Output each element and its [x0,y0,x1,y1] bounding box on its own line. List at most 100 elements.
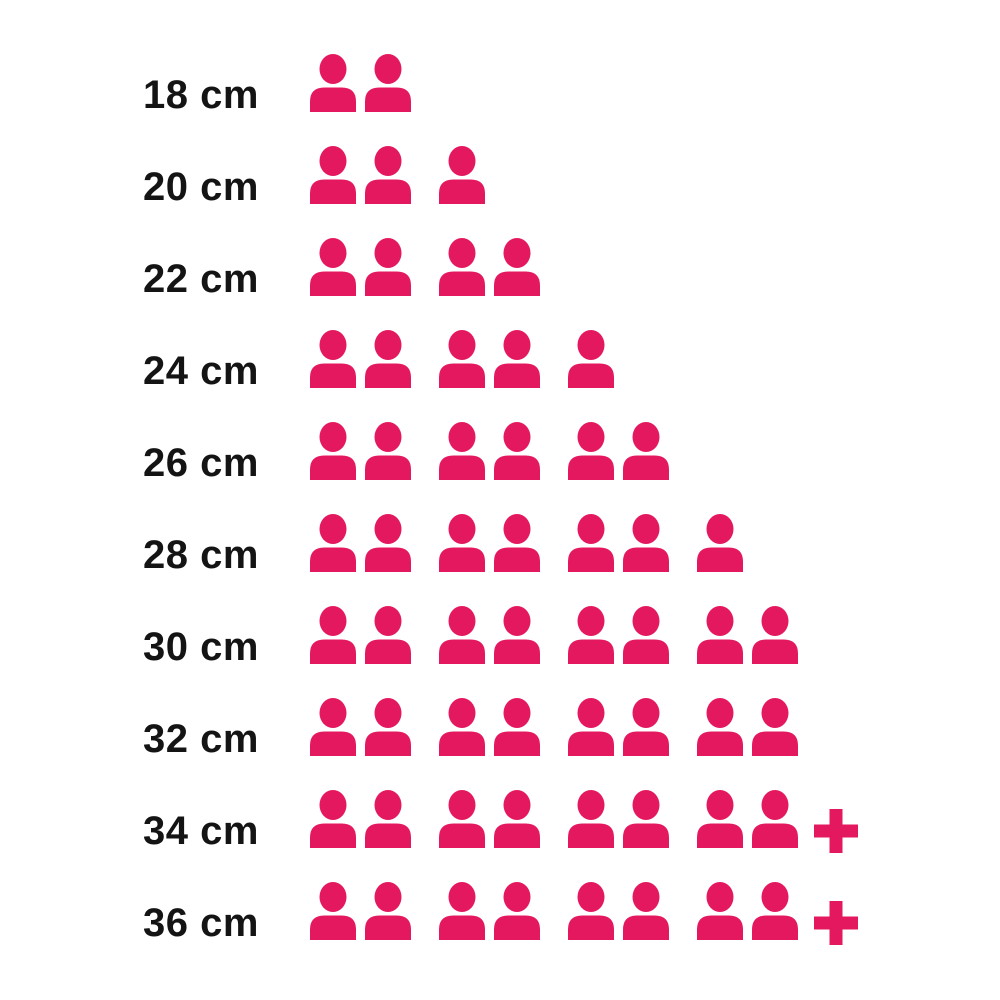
icon-row [310,146,485,204]
row-label: 30 cm [143,624,259,669]
person-icon [439,330,485,388]
icon-row [310,422,669,480]
person-icon [310,882,356,940]
person-icon [623,790,669,848]
row-label: 32 cm [143,716,259,761]
icon-row [310,698,798,756]
person-icon [439,514,485,572]
person-icon [310,238,356,296]
icon-pair [439,882,540,940]
person-icon [310,422,356,480]
icon-pair [439,698,540,756]
person-icon [568,698,614,756]
icon-pair [568,330,614,388]
icon-pair [310,238,411,296]
row-label: 36 cm [143,900,259,945]
pictogram-row: 28 cm [0,509,1000,601]
person-icon [752,882,798,940]
person-icon [365,238,411,296]
person-icon [439,422,485,480]
person-icon [494,330,540,388]
person-icon [568,422,614,480]
icon-pair [568,790,669,848]
person-icon [752,698,798,756]
icon-pair [568,698,669,756]
person-icon [365,54,411,112]
person-icon [697,514,743,572]
icon-pair [697,606,798,664]
pictogram-row: 32 cm [0,693,1000,785]
icon-pair [697,882,798,940]
pictogram-row: 24 cm [0,325,1000,417]
icon-pair [439,330,540,388]
person-icon [439,698,485,756]
person-icon [439,238,485,296]
person-icon [568,330,614,388]
person-icon [439,882,485,940]
plus-icon [814,901,858,945]
icon-pair [439,146,485,204]
person-icon [494,514,540,572]
person-icon [365,330,411,388]
person-icon [568,514,614,572]
person-icon [365,514,411,572]
person-icon [623,422,669,480]
icon-pair [310,698,411,756]
person-icon [365,606,411,664]
person-icon [752,790,798,848]
icon-pair [568,606,669,664]
icon-row [310,790,858,853]
person-icon [697,790,743,848]
icon-pair [568,882,669,940]
icon-pair [310,146,411,204]
person-icon [494,606,540,664]
person-icon [365,882,411,940]
icon-row [310,882,858,945]
person-icon [568,790,614,848]
person-icon [365,422,411,480]
person-icon [439,146,485,204]
pictogram-row: 36 cm [0,877,1000,969]
row-label: 34 cm [143,808,259,853]
person-icon [568,882,614,940]
icon-pair [310,54,411,112]
person-icon [494,238,540,296]
person-icon [568,606,614,664]
person-icon [623,882,669,940]
icon-pair [439,514,540,572]
row-label: 24 cm [143,348,259,393]
person-icon [439,606,485,664]
icon-row [310,238,540,296]
icon-pair [568,422,669,480]
person-icon [310,54,356,112]
icon-pair [568,514,669,572]
pictogram-row: 20 cm [0,141,1000,233]
icon-row [310,606,798,664]
pictogram-row: 22 cm [0,233,1000,325]
person-icon [310,330,356,388]
row-label: 20 cm [143,164,259,209]
icon-pair [310,330,411,388]
person-icon [623,698,669,756]
person-icon [310,698,356,756]
icon-row [310,514,743,572]
person-icon [494,422,540,480]
icon-pair [439,422,540,480]
chart-rows: 18 cm 20 cm 22 cm 24 cm 26 cm 28 cm 30 cm 32 cm… [0,49,1000,969]
pictogram-row: 34 cm [0,785,1000,877]
person-icon [365,146,411,204]
person-icon [310,606,356,664]
row-label: 28 cm [143,532,259,577]
person-icon [623,606,669,664]
icon-pair [697,790,798,848]
icon-row [310,330,614,388]
pictogram-row: 26 cm [0,417,1000,509]
icon-pair [439,238,540,296]
icon-pair [439,790,540,848]
icon-pair [439,606,540,664]
person-icon [623,514,669,572]
row-label: 18 cm [143,72,259,117]
person-icon [310,514,356,572]
pictogram-row: 18 cm [0,49,1000,141]
icon-pair [310,790,411,848]
